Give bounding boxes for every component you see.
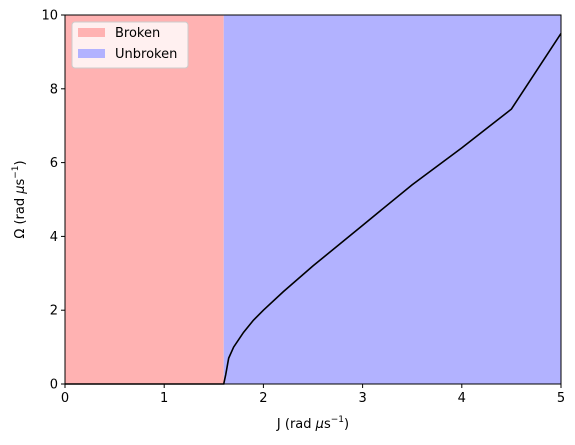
y-tick-label: 10	[41, 9, 58, 24]
y-axis-label-mu: μ	[13, 186, 28, 195]
x-axis-label-main: J (rad	[276, 417, 316, 432]
region-broken	[65, 15, 224, 384]
x-axis-label-mu: μ	[315, 417, 324, 432]
legend: Broken Unbroken	[71, 21, 189, 69]
y-tick-label: 8	[50, 82, 58, 97]
y-axis-label-unit: s	[13, 179, 28, 186]
y-axis-ticks: 0 2 4 6 8 10	[41, 9, 65, 393]
legend-label-unbroken: Unbroken	[115, 47, 177, 62]
y-tick-label: 6	[50, 156, 58, 171]
legend-swatch-broken	[78, 28, 105, 37]
x-axis-label-exp: −1	[331, 415, 344, 425]
x-tick-label: 4	[458, 391, 466, 406]
region-unbroken	[223, 15, 561, 384]
x-tick-label: 2	[259, 391, 267, 406]
y-axis-label-main: Ω (rad	[13, 194, 28, 239]
y-axis-label-exp: −1	[11, 165, 21, 178]
legend-label-broken: Broken	[115, 26, 160, 41]
x-tick-label: 5	[557, 391, 565, 406]
plot-frame	[64, 14, 562, 385]
series-layer	[65, 33, 562, 385]
series-line-0	[65, 33, 562, 385]
x-axis-label-close: )	[344, 417, 349, 432]
x-tick-label: 0	[61, 391, 69, 406]
y-axis-label: Ω (rad μs−1)	[11, 160, 28, 238]
y-tick-label: 0	[50, 378, 58, 393]
x-axis-ticks: 0 1 2 3 4 5	[61, 384, 565, 406]
regions-layer	[65, 15, 561, 384]
x-tick-label: 3	[358, 391, 366, 406]
y-tick-label: 4	[50, 230, 58, 245]
y-tick-label: 2	[50, 304, 58, 319]
x-tick-label: 1	[160, 391, 168, 406]
y-axis-label-close: )	[13, 160, 28, 165]
x-axis-label: J (rad μs−1)	[276, 415, 349, 432]
legend-swatch-unbroken	[78, 49, 105, 58]
x-axis-label-unit: s	[324, 417, 331, 432]
